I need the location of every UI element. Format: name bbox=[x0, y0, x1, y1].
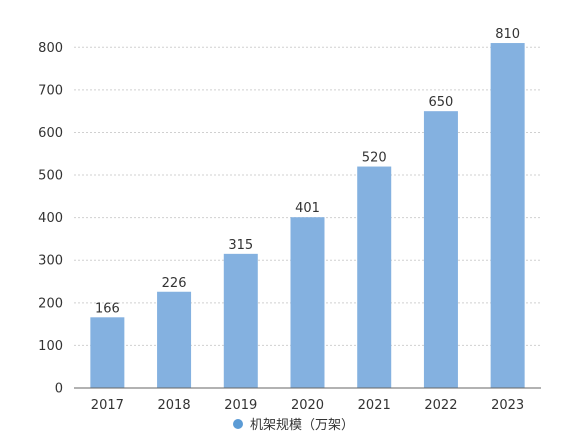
x-tick-label: 2020 bbox=[291, 398, 324, 413]
data-label: 520 bbox=[362, 151, 387, 166]
y-tick-label: 800 bbox=[38, 41, 63, 56]
y-tick-label: 200 bbox=[38, 296, 63, 311]
legend-marker bbox=[233, 419, 243, 429]
bar bbox=[157, 291, 192, 388]
y-tick-label: 700 bbox=[38, 83, 63, 98]
y-tick-label: 400 bbox=[38, 211, 63, 226]
bar bbox=[223, 253, 258, 388]
x-tick-label: 2019 bbox=[224, 398, 257, 413]
bar bbox=[90, 317, 125, 388]
bar bbox=[490, 43, 525, 389]
data-label: 810 bbox=[495, 27, 520, 42]
legend: 机架规模（万架） bbox=[233, 418, 354, 433]
y-tick-label: 600 bbox=[38, 126, 63, 141]
bar bbox=[290, 217, 325, 388]
y-tick-label: 500 bbox=[38, 169, 63, 184]
data-label: 166 bbox=[95, 301, 120, 316]
data-label: 315 bbox=[228, 238, 253, 253]
x-axis: 2017 2018 2019 2020 2021 2022 2023 bbox=[74, 387, 541, 413]
legend-label: 机架规模（万架） bbox=[250, 418, 354, 433]
x-tick-label: 2023 bbox=[491, 398, 524, 413]
y-tick-label: 0 bbox=[55, 382, 63, 397]
bar bbox=[357, 166, 392, 388]
x-tick-label: 2017 bbox=[91, 398, 124, 413]
data-label: 226 bbox=[162, 276, 187, 291]
bars bbox=[90, 43, 525, 389]
data-label: 650 bbox=[429, 95, 454, 110]
y-tick-label: 300 bbox=[38, 254, 63, 269]
x-tick-label: 2021 bbox=[358, 398, 391, 413]
bar bbox=[423, 111, 458, 389]
y-tick-label: 100 bbox=[38, 339, 63, 354]
data-labels: 166 226 315 401 520 650 810 bbox=[95, 27, 520, 316]
x-tick-label: 2022 bbox=[424, 398, 457, 413]
x-tick-label: 2018 bbox=[158, 398, 191, 413]
data-label: 401 bbox=[295, 201, 320, 216]
y-axis: 0 100 200 300 400 500 600 700 800 bbox=[38, 41, 63, 397]
